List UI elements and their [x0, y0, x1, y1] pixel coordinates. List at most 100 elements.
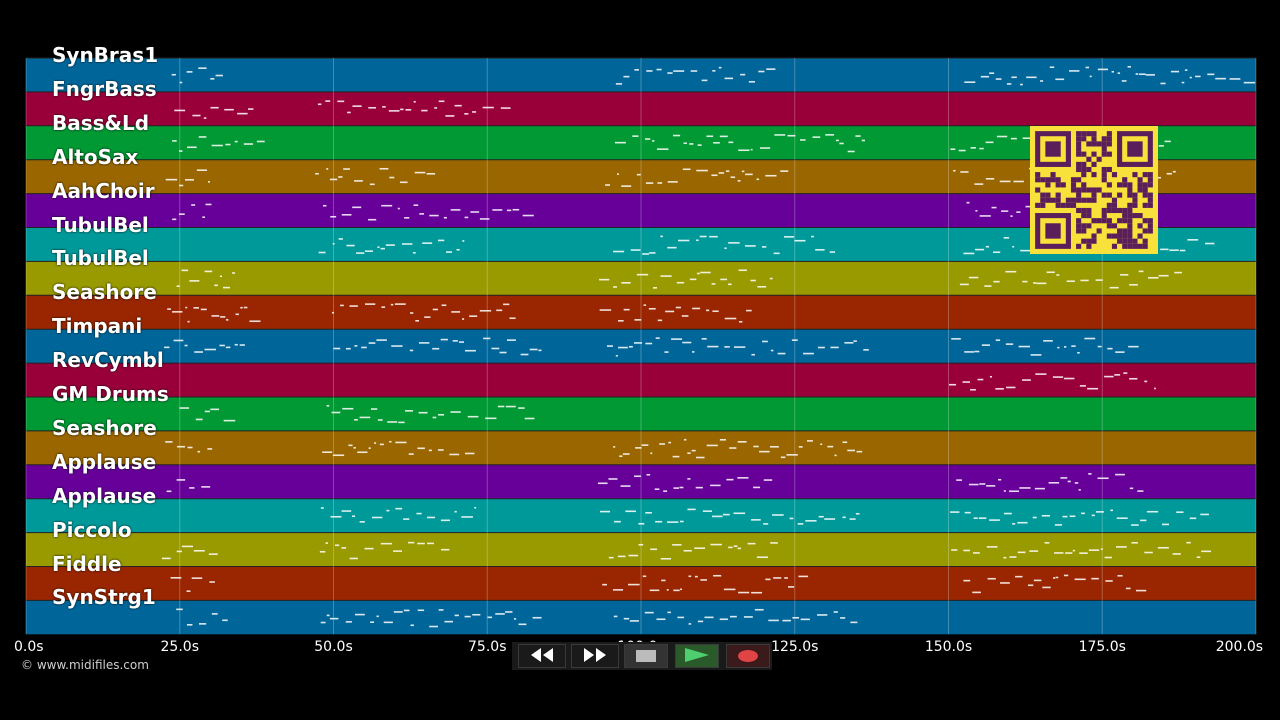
note-mark	[1003, 512, 1012, 515]
note-mark	[672, 544, 682, 546]
note-mark	[443, 216, 447, 219]
fast-forward-button[interactable]	[571, 644, 619, 668]
note-mark	[745, 173, 753, 176]
note-mark	[331, 411, 341, 414]
note-mark	[355, 613, 365, 616]
note-mark	[726, 478, 734, 481]
note-mark	[1116, 546, 1127, 548]
note-mark	[702, 510, 712, 512]
note-mark	[617, 173, 619, 175]
note-mark	[740, 73, 746, 76]
note-mark	[432, 308, 438, 311]
note-mark	[996, 135, 1008, 138]
note-mark	[1072, 549, 1076, 552]
note-mark	[1200, 513, 1209, 516]
note-mark	[1172, 553, 1181, 555]
qr-module	[1137, 223, 1143, 229]
rewind-button[interactable]	[518, 644, 566, 668]
note-mark	[744, 245, 756, 247]
qr-module	[1137, 213, 1143, 219]
qr-module	[1060, 182, 1066, 188]
track-lane	[26, 498, 1256, 533]
qr-module	[1106, 202, 1112, 208]
note-mark	[172, 140, 177, 142]
stop-button[interactable]	[624, 644, 668, 668]
note-mark	[487, 616, 493, 619]
qr-module	[1076, 161, 1082, 167]
playback-controls	[512, 642, 772, 670]
note-mark	[737, 477, 749, 479]
note-mark	[622, 453, 630, 455]
note-mark	[222, 619, 228, 622]
note-mark	[1157, 546, 1169, 549]
track-name: AahChoir	[52, 178, 155, 203]
note-mark	[694, 575, 698, 578]
qr-module	[1142, 187, 1148, 193]
note-mark	[193, 307, 199, 309]
note-mark	[655, 337, 660, 339]
note-mark	[782, 619, 791, 622]
note-mark	[326, 405, 330, 407]
note-mark	[630, 249, 641, 251]
qr-module	[1101, 218, 1107, 224]
qr-module	[1147, 177, 1153, 183]
qr-module	[1142, 182, 1148, 188]
note-mark	[462, 240, 465, 242]
note-mark	[618, 346, 628, 349]
note-mark	[500, 107, 511, 109]
note-mark	[379, 443, 384, 446]
note-mark	[1016, 211, 1021, 213]
note-mark	[210, 78, 215, 80]
qr-module	[1142, 238, 1148, 244]
note-mark	[1095, 279, 1103, 281]
note-mark	[978, 517, 987, 519]
play-button[interactable]	[675, 644, 719, 668]
note-mark	[718, 66, 722, 69]
note-mark	[342, 407, 354, 410]
note-mark	[787, 586, 795, 588]
qr-module	[1147, 228, 1153, 234]
note-mark	[701, 79, 708, 82]
qr-module	[1132, 243, 1138, 249]
note-mark	[679, 520, 684, 523]
note-mark	[458, 341, 465, 343]
note-mark	[724, 77, 734, 80]
note-mark	[421, 109, 428, 112]
note-mark	[1049, 66, 1055, 69]
qr-module	[1101, 166, 1107, 173]
note-mark	[371, 516, 383, 519]
record-button[interactable]	[726, 644, 770, 668]
qr-module	[1101, 136, 1107, 142]
note-mark	[1097, 68, 1108, 71]
note-mark	[407, 541, 415, 544]
note-mark	[432, 416, 437, 419]
note-mark	[341, 547, 347, 549]
note-mark	[623, 75, 630, 78]
qr-module	[1111, 172, 1118, 178]
qr-module	[1091, 161, 1097, 167]
note-mark	[256, 140, 265, 143]
note-mark	[1114, 374, 1121, 376]
note-mark	[840, 617, 846, 619]
note-mark	[438, 413, 445, 416]
note-mark	[522, 214, 534, 217]
note-mark	[733, 545, 738, 547]
note-mark	[1147, 277, 1159, 279]
qr-module	[1045, 223, 1061, 239]
qr-module	[1076, 192, 1082, 198]
note-mark	[981, 344, 991, 346]
note-mark	[418, 411, 428, 414]
note-mark	[438, 100, 445, 103]
note-mark	[629, 620, 639, 622]
note-mark	[824, 518, 836, 520]
track-name: Bass&Ld	[52, 110, 150, 135]
note-mark	[234, 140, 238, 143]
note-mark	[464, 113, 469, 115]
note-mark	[784, 577, 788, 579]
qr-module	[1101, 146, 1107, 152]
note-mark	[1172, 170, 1176, 173]
note-mark	[1043, 340, 1053, 342]
note-mark	[769, 445, 779, 448]
note-mark	[354, 180, 363, 182]
note-mark	[1095, 511, 1104, 513]
